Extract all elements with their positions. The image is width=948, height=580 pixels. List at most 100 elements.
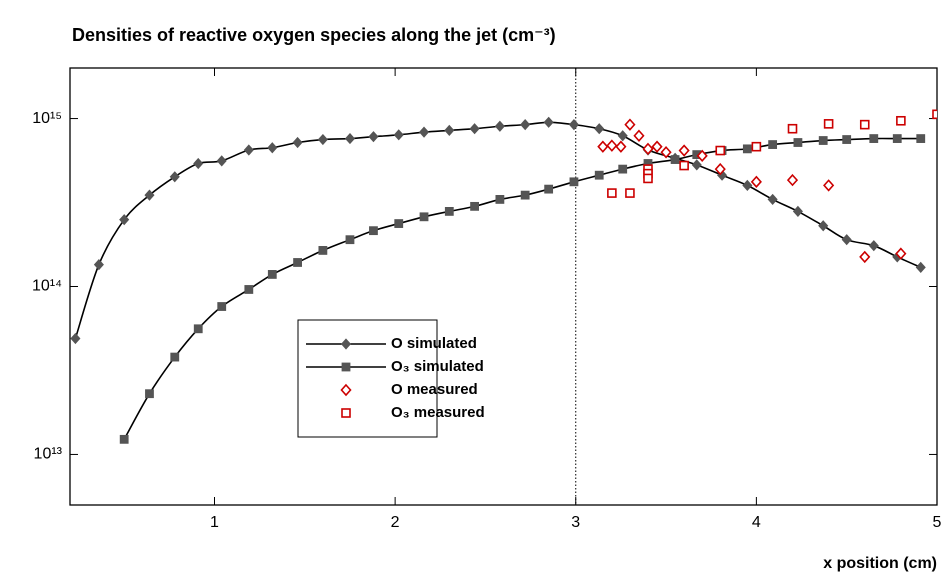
y-tick-label: 10¹⁵ — [32, 110, 62, 127]
marker — [317, 133, 328, 146]
legend-marker — [340, 383, 352, 397]
marker — [642, 142, 654, 156]
marker — [318, 246, 328, 255]
marker — [544, 184, 554, 194]
marker — [494, 120, 505, 132]
series-line — [74, 121, 922, 339]
marker — [793, 138, 803, 147]
marker — [216, 155, 227, 167]
marker — [170, 352, 180, 362]
marker — [651, 140, 663, 153]
marker — [469, 123, 480, 135]
marker — [594, 123, 605, 135]
plot-frame — [69, 67, 938, 506]
marker — [569, 177, 579, 187]
y-tick-label: 10¹⁴ — [32, 278, 62, 295]
marker — [369, 226, 378, 236]
marker — [418, 126, 430, 138]
marker — [643, 173, 653, 184]
marker — [393, 129, 404, 141]
marker — [267, 270, 277, 279]
marker — [470, 201, 480, 211]
marker — [193, 157, 204, 170]
plot-area — [70, 109, 937, 444]
marker — [345, 235, 355, 245]
x-tick-label: 2 — [391, 514, 400, 531]
marker — [244, 285, 254, 294]
legend-box — [297, 319, 438, 438]
y-tick-label: 10¹³ — [34, 446, 63, 463]
x-tick-label: 3 — [571, 514, 580, 531]
marker — [543, 116, 554, 128]
marker — [691, 159, 702, 171]
marker — [368, 131, 379, 143]
marker — [444, 207, 454, 216]
marker — [868, 240, 879, 252]
marker — [594, 170, 604, 180]
marker — [568, 119, 579, 131]
marker — [750, 175, 762, 189]
marker — [520, 190, 530, 200]
series-line — [123, 137, 921, 440]
marker — [859, 250, 871, 264]
marker — [818, 220, 829, 232]
marker — [742, 144, 752, 154]
x-tick-label: 4 — [752, 514, 761, 531]
marker — [119, 214, 130, 226]
marker — [823, 119, 834, 129]
marker — [633, 129, 645, 142]
marker — [394, 219, 404, 228]
marker — [267, 142, 278, 154]
legend-label: O simulated — [391, 335, 477, 352]
marker — [606, 139, 618, 152]
marker — [895, 247, 907, 260]
marker — [823, 179, 835, 192]
marker — [869, 134, 879, 143]
marker — [786, 173, 799, 187]
marker — [615, 140, 627, 153]
marker — [932, 109, 937, 120]
legend-label: O measured — [391, 381, 478, 398]
marker — [144, 189, 155, 201]
marker — [818, 136, 828, 145]
marker — [916, 134, 926, 143]
marker — [892, 134, 902, 143]
marker — [679, 160, 689, 171]
marker — [292, 136, 303, 149]
marker — [715, 145, 726, 156]
marker — [714, 162, 726, 176]
marker — [444, 124, 455, 137]
marker — [696, 149, 708, 163]
legend-marker — [341, 408, 351, 418]
marker — [193, 324, 203, 334]
marker — [859, 119, 870, 130]
marker — [344, 132, 356, 145]
legend-marker — [341, 362, 351, 372]
marker — [787, 123, 798, 134]
marker — [624, 118, 636, 131]
x-tick-label: 5 — [933, 514, 942, 531]
marker — [495, 195, 505, 204]
marker — [419, 212, 429, 222]
marker — [660, 146, 672, 159]
marker — [896, 115, 906, 126]
chart-title: Densities of reactive oxygen species alo… — [72, 25, 556, 45]
x-axis-label: x position (cm) — [823, 555, 937, 572]
marker — [625, 188, 635, 198]
marker — [751, 141, 762, 152]
marker — [119, 434, 129, 444]
marker — [841, 234, 852, 246]
marker — [217, 302, 227, 311]
marker — [597, 140, 609, 153]
marker — [169, 171, 180, 183]
marker — [670, 155, 680, 164]
marker — [243, 144, 254, 156]
marker — [145, 389, 154, 399]
legend-marker — [340, 338, 352, 350]
marker — [678, 144, 690, 157]
marker — [520, 119, 531, 131]
marker — [915, 261, 926, 273]
marker — [842, 135, 852, 144]
marker — [767, 193, 778, 206]
